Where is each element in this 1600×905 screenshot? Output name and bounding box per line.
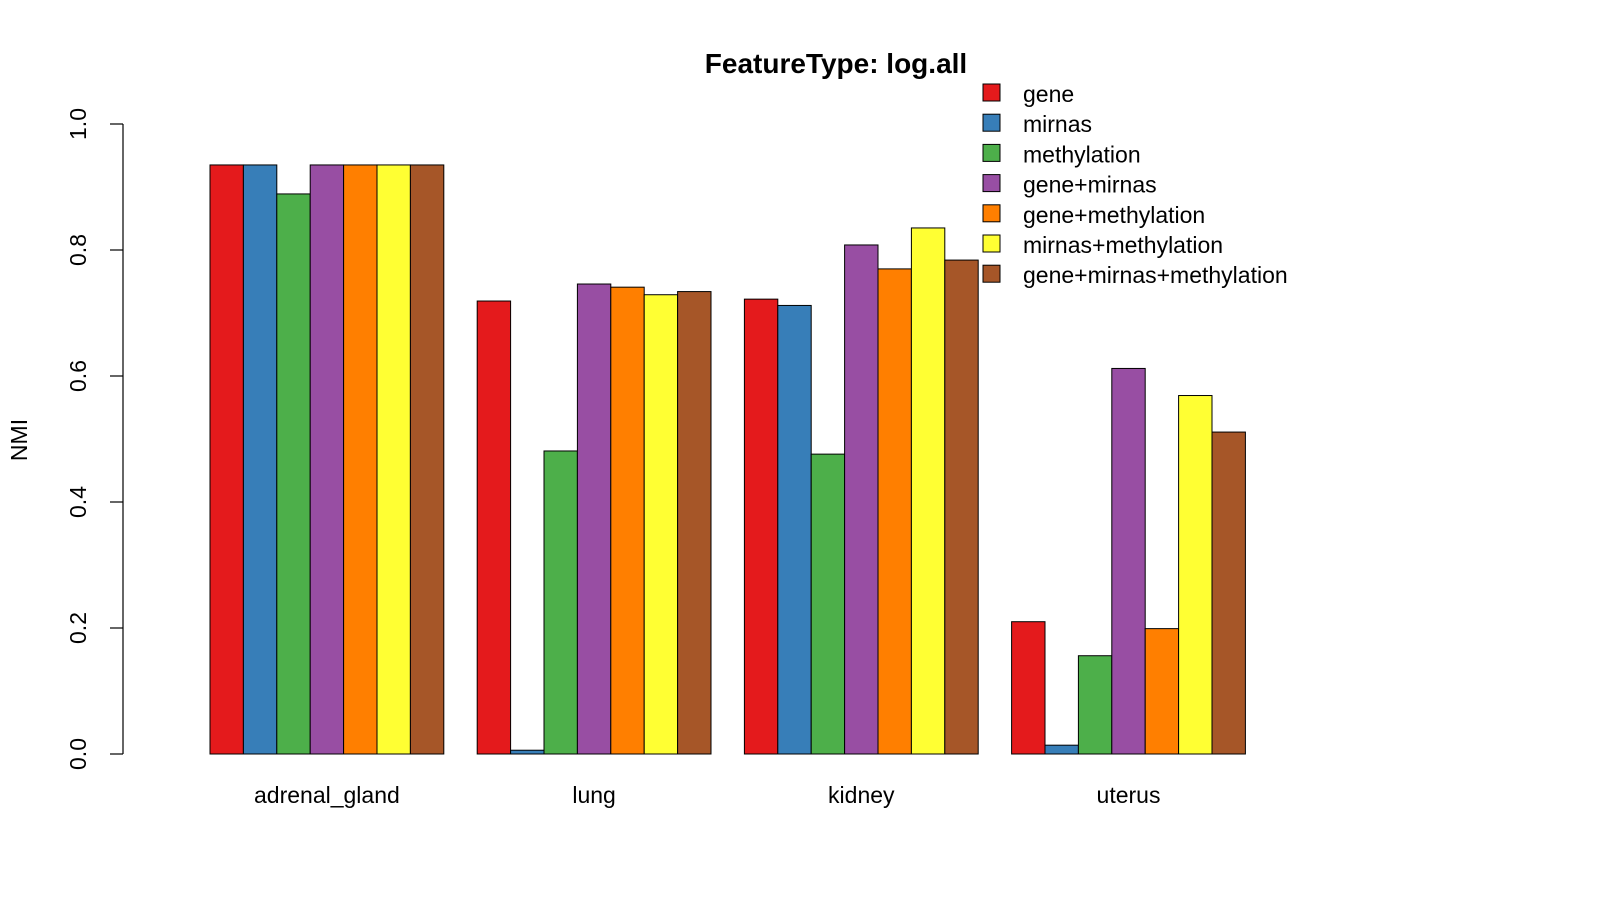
- bar-mirnas-lung: [510, 749, 545, 755]
- y-tick-label: 0.0: [65, 738, 91, 770]
- bar-gene-mirnas-methylation-uterus: [1211, 431, 1246, 755]
- legend-label: gene+mirnas+methylation: [1023, 262, 1288, 288]
- bar-methylation-adrenal-gland: [276, 193, 311, 755]
- bar-gene-kidney: [743, 298, 779, 755]
- bar-gene-mirnas-kidney: [844, 244, 879, 755]
- x-category-label: lung: [572, 782, 615, 808]
- bar-gene-lung: [476, 300, 512, 755]
- x-category-label: uterus: [1097, 782, 1161, 808]
- bar-methylation-lung: [543, 450, 578, 755]
- bar-mirnas-kidney: [777, 304, 812, 755]
- legend-label: mirnas+methylation: [1023, 232, 1223, 258]
- bar-mirnas-uterus: [1044, 744, 1079, 755]
- x-category-label: kidney: [828, 782, 895, 808]
- bar-gene-mirnas-methylation-kidney: [944, 259, 979, 755]
- bar-mirnas-methylation-adrenal-gland: [376, 164, 411, 755]
- y-tick-label: 1.0: [65, 108, 91, 140]
- legend-swatch: [982, 264, 1001, 283]
- legend-swatch: [982, 143, 1001, 162]
- bar-gene-mirnas-lung: [576, 283, 612, 755]
- legend-label: gene: [1023, 81, 1074, 107]
- x-category-label: adrenal_gland: [254, 782, 400, 808]
- legend-swatch: [982, 234, 1001, 253]
- y-tick-label: 0.6: [65, 360, 91, 392]
- bar-mirnas-adrenal-gland: [242, 164, 278, 755]
- bar-gene-methylation-adrenal-gland: [343, 164, 378, 755]
- legend-label: gene+methylation: [1023, 202, 1205, 228]
- bar-mirnas-methylation-uterus: [1178, 395, 1213, 755]
- bar-mirnas-methylation-lung: [643, 294, 679, 755]
- bar-gene-mirnas-adrenal-gland: [309, 164, 345, 755]
- legend: gene mirnas methylation gene+mirnas gene+met…: [982, 81, 1288, 288]
- bar-gene-methylation-kidney: [877, 268, 912, 755]
- bar-methylation-kidney: [810, 453, 846, 755]
- bar-methylation-uterus: [1077, 655, 1113, 755]
- legend-swatch: [982, 113, 1001, 132]
- bar-gene-methylation-uterus: [1144, 628, 1180, 755]
- legend-swatch: [982, 83, 1001, 102]
- bar-mirnas-methylation-kidney: [910, 227, 946, 755]
- plot-area: 0.0 0.2 0.4 0.6 0.8 1.0 adrenal_gland lung kidne…: [65, 108, 1246, 808]
- bar-gene-methylation-lung: [610, 286, 645, 755]
- legend-label: gene+mirnas: [1023, 172, 1157, 198]
- bar-gene-mirnas-uterus: [1111, 367, 1146, 755]
- bar-gene-adrenal-gland: [209, 164, 244, 755]
- y-tick-label: 0.2: [65, 612, 91, 644]
- bar-gene-mirnas-methylation-adrenal-gland: [409, 164, 445, 755]
- legend-swatch: [982, 204, 1001, 223]
- legend-label: methylation: [1023, 141, 1141, 167]
- y-tick-label: 0.4: [65, 486, 91, 518]
- legend-swatch: [982, 174, 1001, 193]
- chart-title: FeatureType: log.all: [705, 48, 967, 79]
- bar-gene-uterus: [1011, 621, 1046, 755]
- y-axis-label: NMI: [6, 419, 32, 461]
- bar-gene-mirnas-methylation-lung: [677, 291, 712, 755]
- legend-label: mirnas: [1023, 111, 1092, 137]
- y-tick-label: 0.8: [65, 234, 91, 266]
